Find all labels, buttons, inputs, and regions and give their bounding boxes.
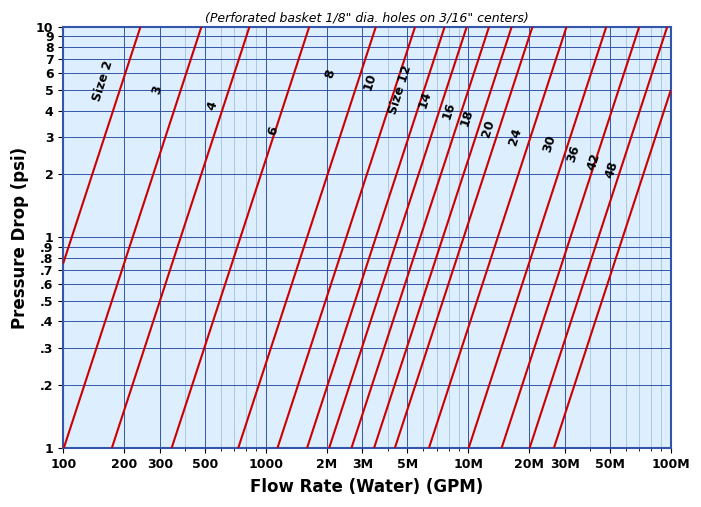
Text: 30: 30 [540,133,558,154]
Text: 48: 48 [603,159,620,180]
Text: Size 2: Size 2 [90,59,115,103]
Title: (Perforated basket 1/8" dia. holes on 3/16" centers): (Perforated basket 1/8" dia. holes on 3/… [205,11,529,24]
Text: 6: 6 [265,125,280,137]
Text: 36: 36 [564,143,583,164]
X-axis label: Flow Rate (Water) (GPM): Flow Rate (Water) (GPM) [250,478,484,496]
Text: 24: 24 [507,127,524,147]
Text: 18: 18 [458,107,476,128]
Text: 8: 8 [323,67,338,80]
Text: 4: 4 [205,100,219,112]
Text: Size 12: Size 12 [386,64,414,116]
Text: 10: 10 [361,71,379,92]
Text: 14: 14 [416,89,433,110]
Text: 16: 16 [440,100,458,121]
Y-axis label: Pressure Drop (psi): Pressure Drop (psi) [11,147,29,329]
Text: 42: 42 [585,151,602,171]
Text: 3: 3 [150,84,165,96]
Text: 20: 20 [479,118,497,138]
